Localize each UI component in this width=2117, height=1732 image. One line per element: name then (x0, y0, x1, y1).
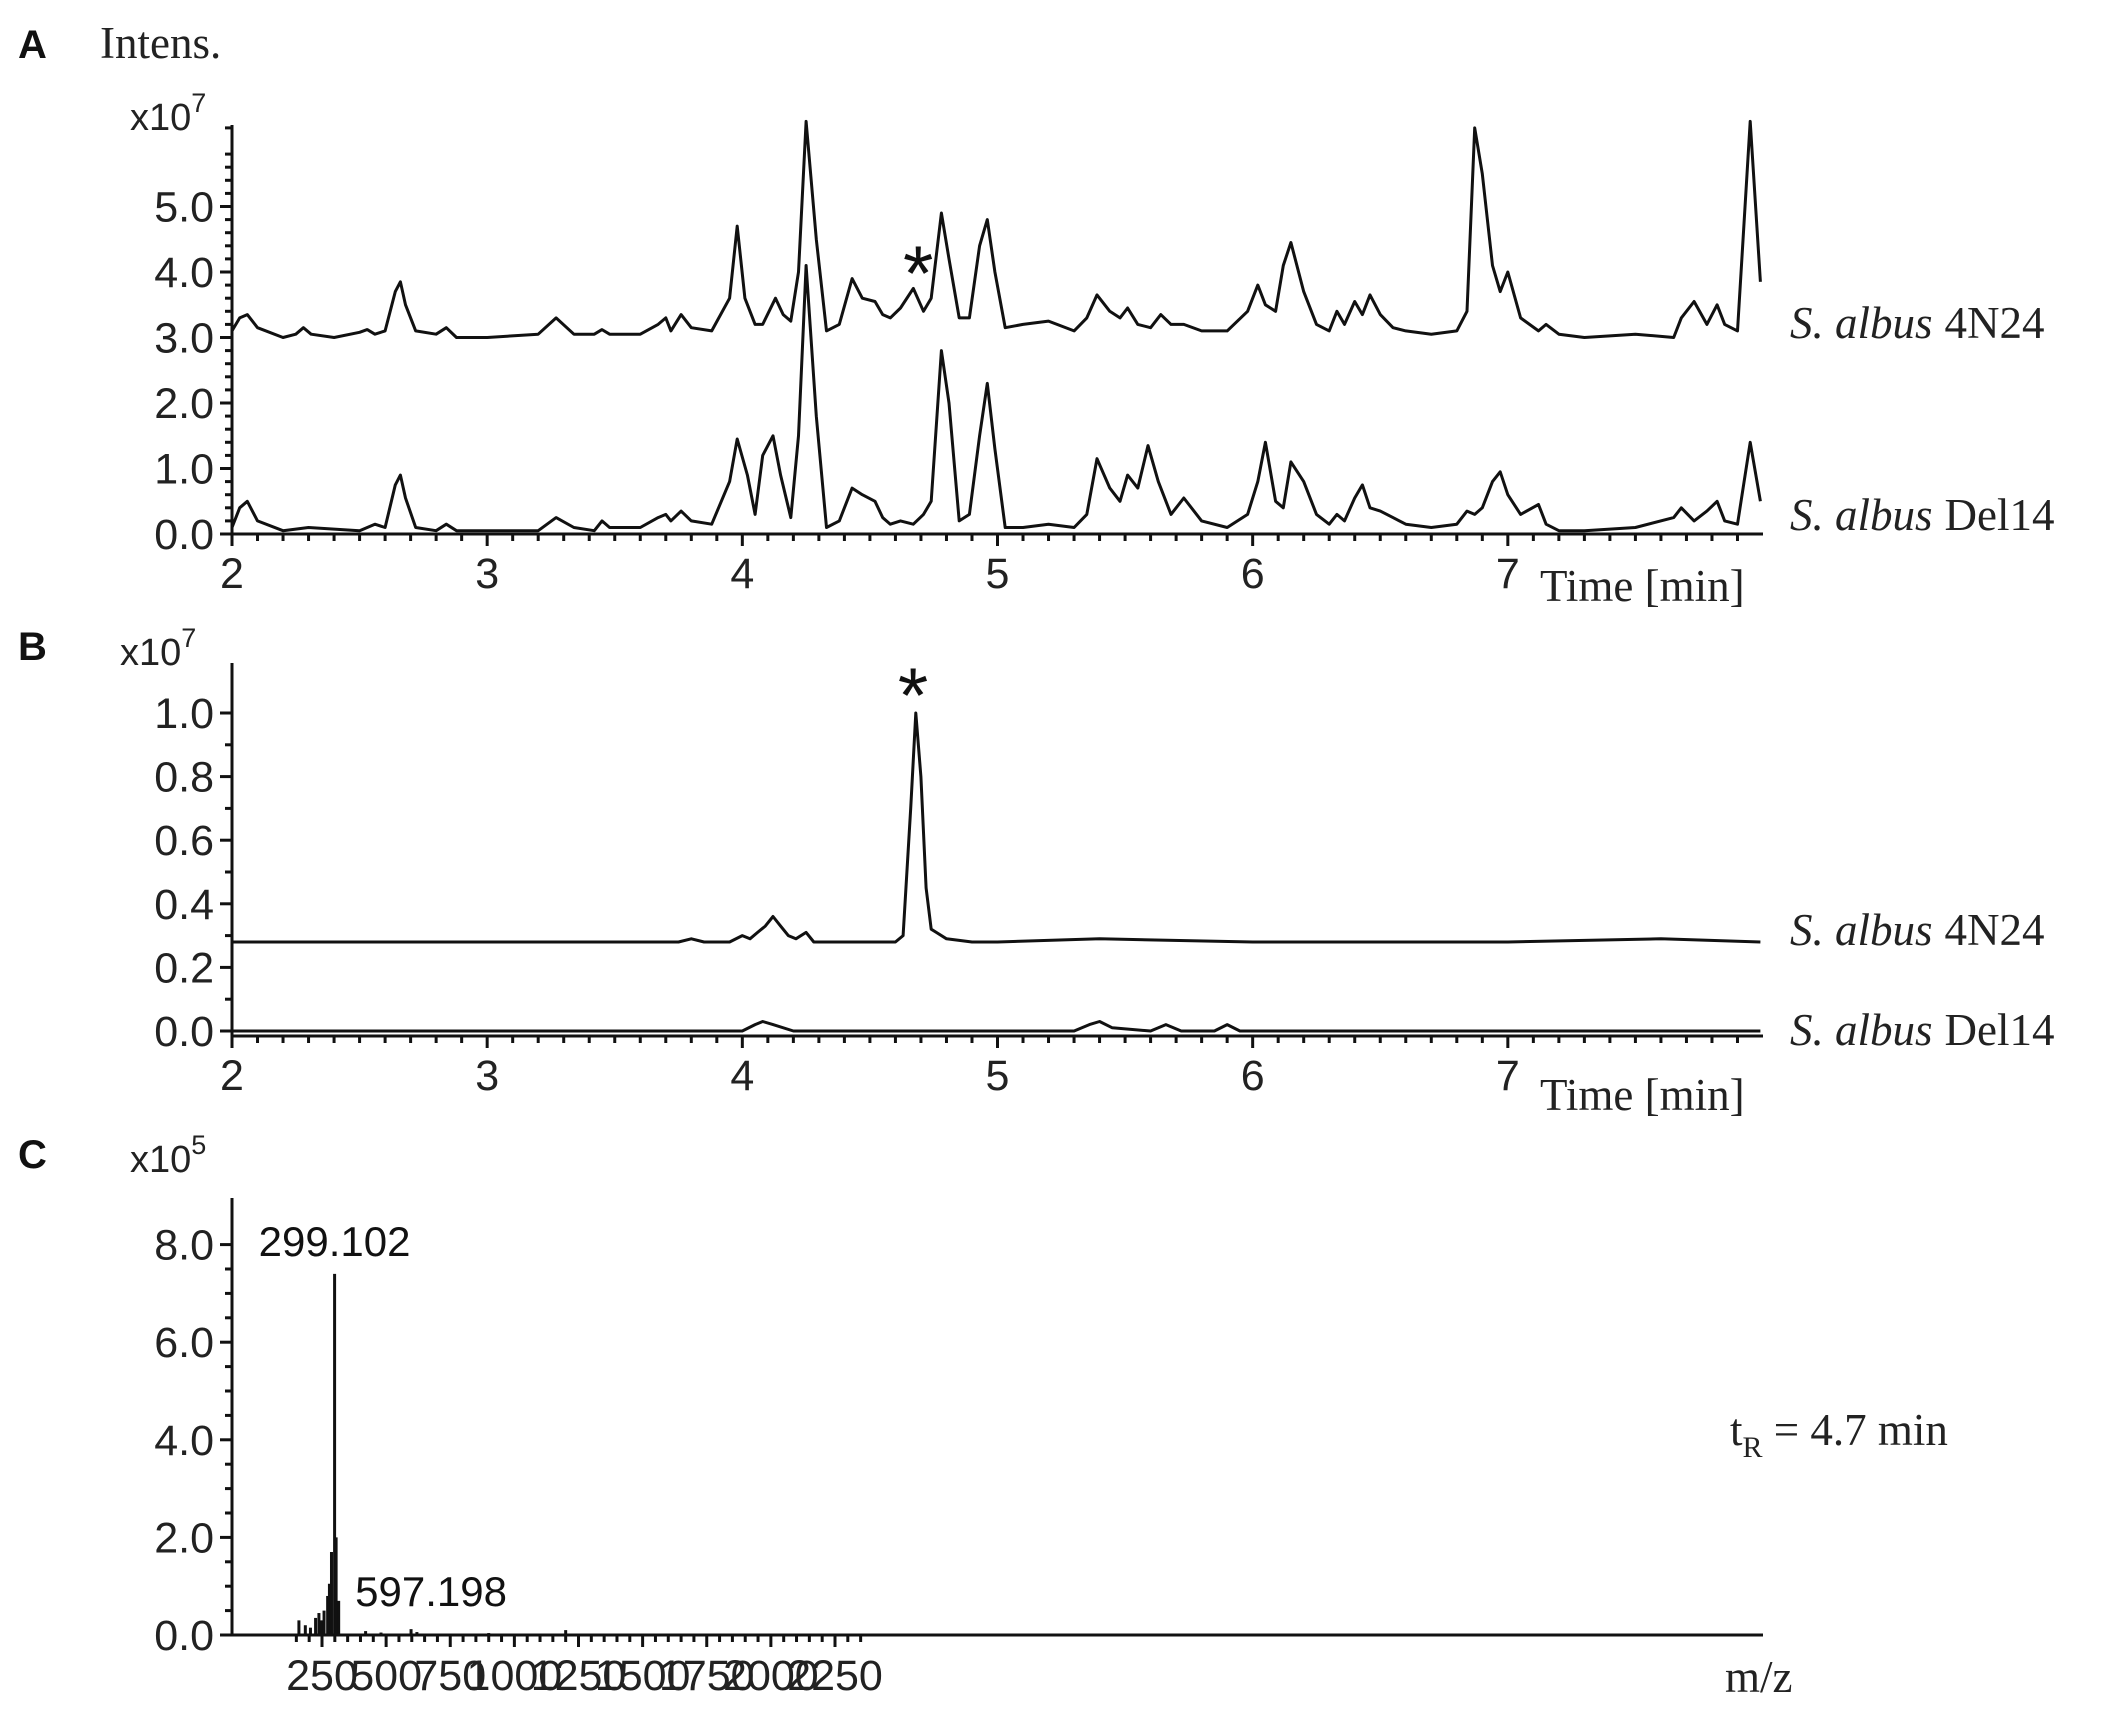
panel-a-traces (230, 119, 1762, 533)
panel-a-trace-del14 (230, 264, 1762, 533)
panel-c-y-tick-label: 0.0 (154, 1612, 214, 1660)
panel-a-x-unit: Time [min] (1540, 561, 1745, 611)
panel-c-y-tick-label: 6.0 (154, 1319, 214, 1367)
panel-b-star-marker: * (898, 651, 928, 739)
panel-c-scale: x105 (130, 1130, 206, 1181)
panel-c-x-unit: m/z (1725, 1652, 1792, 1702)
panel-a-letter: A (18, 23, 47, 67)
panel-b-x-tick-label: 5 (986, 1052, 1010, 1100)
panel-c-sticks (297, 1273, 568, 1635)
panel-b-x-tick-label: 3 (475, 1052, 499, 1100)
panel-b-letter: B (18, 625, 47, 669)
panel-c-y-tick-label: 8.0 (154, 1222, 214, 1270)
panel-c-x-tick-label: 1750 (659, 1652, 755, 1700)
panel-b-trace-del14 (232, 1020, 1761, 1033)
panel-b-y-tick-label: 0.8 (154, 754, 214, 802)
panel-c-x-tick-label: 2000 (723, 1652, 819, 1700)
panel-c-y-tick-label: 4.0 (154, 1417, 214, 1465)
panel-b-y-tick-label: 0.2 (154, 944, 214, 992)
panel-c-x-tick-label: 2250 (787, 1652, 883, 1700)
panel-a-label-del14: S. albus Del14 (1790, 490, 2055, 540)
panel-a-x-tick-label: 3 (475, 550, 499, 598)
panel-b-x-tick-label: 7 (1496, 1052, 1520, 1100)
panel-b-label-4n24: S. albus 4N24 (1790, 905, 2045, 955)
panel-a-x-tick-label: 4 (730, 550, 754, 598)
panel-b-scale: x107 (120, 623, 196, 674)
panel-b-x-unit: Time [min] (1540, 1070, 1745, 1120)
panel-c-x-tick-label: 250 (286, 1652, 358, 1700)
panel-c-x-tick-label: 1500 (595, 1652, 691, 1700)
panel-b-axes: 2 3 4 5 6 7 0.0 0.2 0.4 0.6 0.8 1.0 (154, 663, 1763, 1100)
panel-a-star-marker: * (903, 229, 933, 317)
panel-c-x-tick-label: 500 (350, 1652, 422, 1700)
panel-c-peak-label: 299.102 (259, 1218, 411, 1265)
panel-c-letter: C (18, 1133, 47, 1177)
panel-b-y-tick-label: 0.4 (154, 881, 214, 929)
panel-c-x-tick-label: 1000 (467, 1652, 563, 1700)
panel-c: C x105 250500750100012501500175020002250… (18, 1130, 1948, 1702)
panel-a-y-tick-label: 2.0 (154, 380, 214, 428)
panel-b-trace-4n24 (232, 711, 1761, 944)
panel-c-x-tick-label: 1250 (531, 1652, 627, 1700)
panel-a-label-4n24: S. albus 4N24 (1790, 298, 2045, 348)
panel-a: A Intens. x107 2 3 4 5 6 70.01.02.03.04.05.0 … (18, 18, 2055, 611)
panel-a-y-tick-label: 4.0 (154, 249, 214, 297)
panel-a-x-tick-label: 2 (220, 550, 244, 598)
panel-a-x-tick-label: 6 (1241, 550, 1265, 598)
panel-a-x-tick-label: 7 (1496, 550, 1520, 598)
panel-a-axes: 2 3 4 5 6 7 0.0 1.0 2.0 3.0 4.0 5.0 (154, 125, 1763, 598)
panel-a-y-title: Intens. (100, 18, 221, 68)
panel-a-y-tick-label: 0.0 (154, 511, 214, 559)
panel-b-y-tick-label: 1.0 (154, 690, 214, 738)
panel-a-y-tick-label: 5.0 (154, 184, 214, 232)
panel-b-x-tick-label: 4 (730, 1052, 754, 1100)
panel-b-x-tick-label: 6 (1241, 1052, 1265, 1100)
panel-a-y-tick-label: 3.0 (154, 315, 214, 363)
panel-c-peak-labels: 299.102 597.198 (259, 1218, 507, 1615)
panel-a-x-tick-label: 5 (986, 550, 1010, 598)
panel-a-trace-4n24 (230, 119, 1762, 339)
panel-a-y-tick-label: 1.0 (154, 446, 214, 494)
panel-b-x-tick-label: 2 (220, 1052, 244, 1100)
panel-a-scale: x107 (130, 88, 206, 139)
panel-b-traces (232, 711, 1761, 1033)
panel-c-x-tick-label: 750 (414, 1652, 486, 1700)
panel-c-y-tick-label: 2.0 (154, 1514, 214, 1562)
panel-c-peak-label: 597.198 (355, 1568, 507, 1615)
panel-c-retention-time: tR = 4.7 min (1730, 1405, 1948, 1464)
panel-b-label-del14: S. albus Del14 (1790, 1005, 2055, 1055)
panel-b: B x107 2 3 4 5 6 7 0.0 0.2 0.4 0.6 0.8 1.0 * S. alb… (18, 623, 2055, 1120)
panel-b-y-tick-label: 0.6 (154, 817, 214, 865)
panel-b-y-tick-label: 0.0 (154, 1008, 214, 1056)
